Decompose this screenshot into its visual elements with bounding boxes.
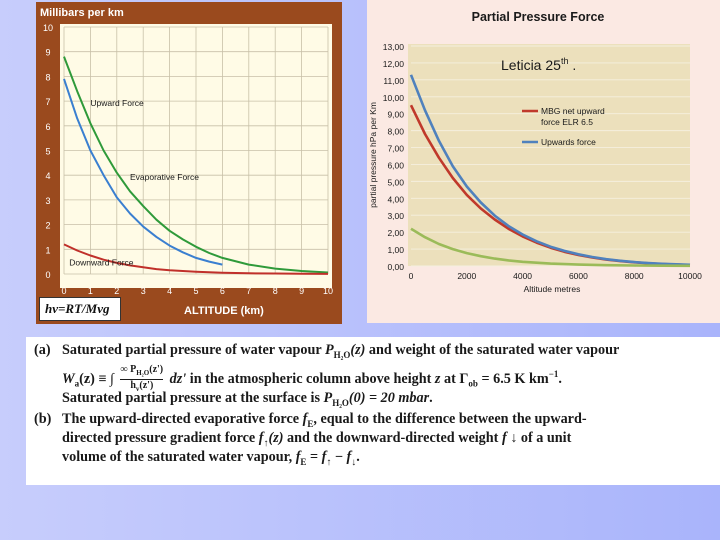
- right-y-tick-label: 13,00: [383, 42, 405, 52]
- left-series-label-upward-force: Upward Force: [90, 98, 144, 108]
- left-y-ticks: 0 1 2 3 4 5 6 7 8 9 10: [43, 23, 53, 280]
- caption-line-b1: The upward-directed evaporative force fE…: [62, 411, 587, 429]
- right-y-tick-label: 2,00: [387, 228, 404, 238]
- left-series-line-upward-force: [63, 78, 223, 266]
- left-y-axis-label: Millibars per km: [40, 7, 124, 19]
- right-y-tick-label: 9,00: [387, 110, 404, 120]
- right-x-tick-label: 0: [409, 271, 414, 281]
- right-series-line-upwards-force: [409, 74, 691, 267]
- right-x-ticks: 0 2000 4000 6000 8000 10000: [409, 271, 702, 281]
- legend-label-mbg-line1: MBG net upward: [541, 106, 605, 116]
- caption-line-a3: Saturated partial pressure at the surfac…: [62, 390, 433, 408]
- left-chart: 0 1 2 3 4 5 6 7 8 9 10 0 1 2 3 4 5 6 7 8 9 10 Upward Force Ev…: [40, 7, 333, 317]
- left-x-tick-label: 7: [246, 286, 251, 296]
- legend-label-upwards: Upwards force: [541, 137, 596, 147]
- left-x-tick-label: 10: [323, 286, 333, 296]
- left-x-tick-label: 1: [88, 286, 93, 296]
- left-series-group: Upward Force Evaporative Force Downward Fo…: [63, 56, 329, 275]
- left-y-tick-label: 3: [45, 196, 50, 206]
- left-y-tick-label: 4: [45, 171, 50, 181]
- right-x-tick-label: 2000: [457, 271, 476, 281]
- right-chart: Partial Pressure Force 0,00 1,00 2,00 3,00 4…: [368, 10, 702, 294]
- right-x-tick-label: 8000: [625, 271, 644, 281]
- caption-line-b3: volume of the saturated water vapour, fE…: [62, 449, 360, 468]
- left-series-label-text: Downward Force: [69, 257, 134, 267]
- right-x-axis-label: Altitude metres: [524, 284, 581, 294]
- left-x-tick-label: 3: [141, 286, 146, 296]
- right-y-tick-label: 8,00: [387, 127, 404, 137]
- left-y-tick-label: 8: [45, 72, 50, 82]
- author-annotation: Leticia 25th .: [501, 56, 576, 73]
- right-chart-figure: Partial Pressure Force 0,00 1,00 2,00 3,00 4…: [367, 0, 720, 323]
- formula-text: hv=RT/Mvg: [45, 301, 110, 316]
- right-x-tick-label: 10000: [678, 271, 702, 281]
- right-y-tick-label: 7,00: [387, 144, 404, 154]
- left-y-tick-label: 2: [45, 221, 50, 231]
- caption-line-b2: directed pressure gradient force f↑(z) a…: [62, 430, 572, 449]
- caption-tag-a: (a): [34, 342, 51, 358]
- right-y-tick-label: 6,00: [387, 160, 404, 170]
- left-grid: [63, 26, 329, 275]
- left-x-tick-label: 0: [61, 286, 66, 296]
- right-y-tick-label: 3,00: [387, 211, 404, 221]
- left-y-tick-label: 5: [45, 147, 50, 157]
- caption-panel: (a) Saturated partial pressure of water …: [26, 337, 720, 485]
- left-y-tick-label: 6: [45, 122, 50, 132]
- left-x-tick-label: 6: [220, 286, 225, 296]
- formula-box: hv=RT/Mvg: [39, 297, 121, 321]
- left-chart-figure: 0 1 2 3 4 5 6 7 8 9 10 0 1 2 3 4 5 6 7 8 9 10 Upward Force Ev…: [36, 2, 342, 324]
- left-y-tick-label: 7: [45, 97, 50, 107]
- left-y-tick-label: 0: [45, 270, 50, 280]
- right-chart-title: Partial Pressure Force: [472, 10, 605, 24]
- right-y-tick-label: 5,00: [387, 177, 404, 187]
- integrand-fraction: ∞ PH₂O(z') hv(z'): [120, 364, 164, 393]
- left-x-ticks: 0 1 2 3 4 5 6 7 8 9 10: [61, 286, 333, 296]
- left-y-tick-label: 10: [43, 23, 53, 33]
- right-series-line-series-2: [410, 227, 691, 268]
- left-x-tick-label: 4: [167, 286, 172, 296]
- caption-tag-b: (b): [34, 411, 52, 427]
- right-y-tick-label: 1,00: [387, 245, 404, 255]
- left-x-axis-label: ALTITUDE (km): [184, 305, 264, 317]
- legend-label-mbg-line2: force ELR 6.5: [541, 117, 593, 127]
- left-series-label-evaporative-force: Evaporative Force: [130, 172, 199, 182]
- left-x-tick-label: 2: [114, 286, 119, 296]
- right-x-tick-label: 6000: [569, 271, 588, 281]
- caption-line-a1: Saturated partial pressure of water vapo…: [62, 342, 620, 360]
- right-y-tick-label: 4,00: [387, 194, 404, 204]
- left-series-label-text: Upward Force: [90, 98, 144, 108]
- right-y-tick-label: 0,00: [387, 262, 404, 272]
- left-y-tick-label: 1: [45, 245, 50, 255]
- right-y-axis-label: partial pressure hPa per Km: [368, 102, 378, 208]
- right-y-ticks: 0,00 1,00 2,00 3,00 4,00 5,00 6,00 7,00 8,00 9,00…: [383, 42, 405, 272]
- left-series-label-downward-force: Downward Force: [69, 257, 134, 267]
- left-x-tick-label: 9: [299, 286, 304, 296]
- left-x-tick-label: 5: [193, 286, 198, 296]
- right-y-tick-label: 10,00: [383, 93, 405, 103]
- left-x-tick-label: 8: [273, 286, 278, 296]
- right-y-tick-label: 11,00: [383, 76, 404, 86]
- right-series-group: [409, 74, 691, 268]
- left-series-line-evaporative-force: [63, 56, 329, 274]
- left-series-label-text: Evaporative Force: [130, 172, 199, 182]
- right-y-tick-label: 12,00: [383, 59, 405, 69]
- right-plot-area: [408, 44, 690, 266]
- caption-line-a2: Wa(z) ≡ ∫ ∞ PH₂O(z') hv(z') dz' in the a…: [62, 364, 562, 393]
- right-x-tick-label: 4000: [513, 271, 532, 281]
- left-series-line-downward-force: [63, 243, 329, 275]
- left-y-tick-label: 9: [45, 48, 50, 58]
